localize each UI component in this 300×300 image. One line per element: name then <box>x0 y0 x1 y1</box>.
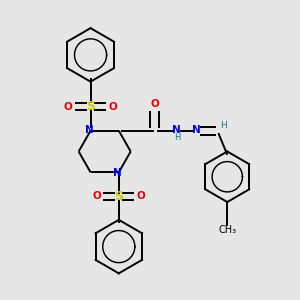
Text: H: H <box>220 121 227 130</box>
Text: O: O <box>137 191 146 201</box>
Text: S: S <box>114 190 123 202</box>
Text: N: N <box>85 125 93 135</box>
Text: O: O <box>64 102 73 112</box>
Text: H: H <box>174 133 181 142</box>
Text: S: S <box>86 100 95 113</box>
Text: O: O <box>109 102 117 112</box>
Text: O: O <box>150 99 159 109</box>
Text: O: O <box>92 191 101 201</box>
Text: CH₃: CH₃ <box>218 225 236 235</box>
Text: N: N <box>192 125 200 135</box>
Text: N: N <box>113 168 122 178</box>
Text: N: N <box>172 125 181 135</box>
